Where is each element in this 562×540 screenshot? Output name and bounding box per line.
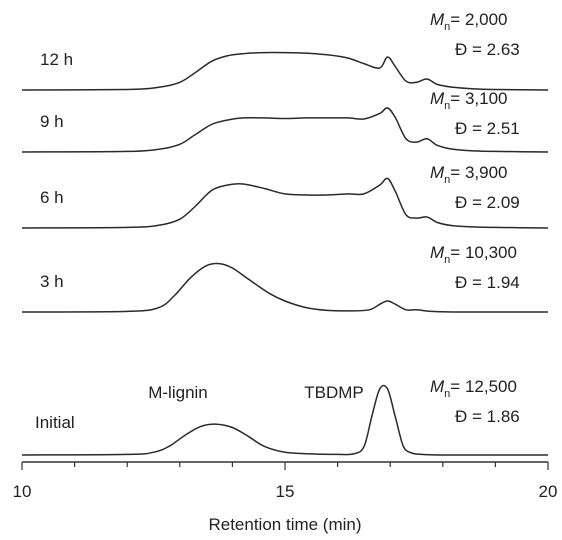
annotation-tbdmp: TBDMP — [304, 383, 364, 402]
dispersity-label-3: Đ = 1.94 — [455, 273, 520, 292]
traces-group — [21, 51, 549, 456]
mn-label-1: Mn= 3,100 — [430, 89, 508, 112]
trace-2 — [21, 177, 549, 229]
trace-name-3: 3 h — [40, 272, 64, 291]
dispersity-label-1: Đ = 2.51 — [455, 119, 520, 138]
annotation-m-lignin: M-lignin — [148, 383, 208, 402]
mn-label-0: Mn= 2,000 — [430, 10, 508, 33]
x-tick-label: 10 — [13, 482, 32, 501]
trace-4 — [21, 384, 548, 456]
side-labels-group: Mn= 2,000 Đ = 2.63 Mn= 3,100 Đ = 2.51 Mn= 3,… — [430, 10, 520, 426]
annotations-group: M-lignin TBDMP — [148, 383, 364, 402]
dispersity-label-4: Đ = 1.86 — [455, 407, 520, 426]
trace-3 — [21, 262, 548, 313]
x-ticks-group: 10 15 20 — [13, 462, 558, 501]
trace-name-2: 6 h — [40, 188, 64, 207]
trace-name-4: Initial — [35, 413, 75, 432]
dispersity-label-0: Đ = 2.63 — [455, 40, 520, 59]
x-tick-label: 20 — [539, 482, 558, 501]
trace-labels-group: 12 h 9 h 6 h 3 h Initial — [35, 50, 75, 432]
x-tick-label: 15 — [276, 482, 295, 501]
mn-label-2: Mn= 3,900 — [430, 163, 508, 186]
mn-label-3: Mn= 10,300 — [430, 243, 517, 266]
trace-name-0: 12 h — [40, 50, 73, 69]
trace-0 — [21, 51, 549, 91]
trace-1 — [21, 107, 549, 153]
mn-label-4: Mn= 12,500 — [430, 377, 517, 400]
dispersity-label-2: Đ = 2.09 — [455, 193, 520, 212]
trace-name-1: 9 h — [40, 112, 64, 131]
x-axis-label: Retention time (min) — [208, 515, 361, 534]
